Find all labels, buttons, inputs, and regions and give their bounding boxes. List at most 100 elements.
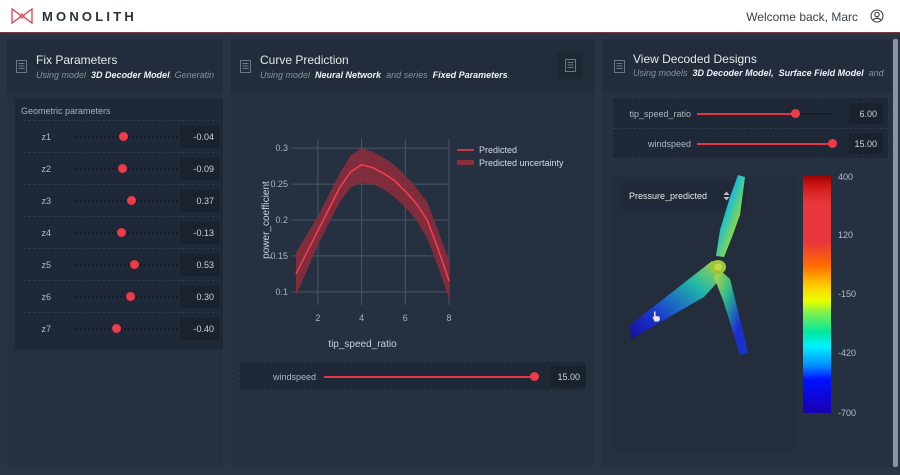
colorbar-tick: -700 (838, 408, 857, 418)
document-icon[interactable] (614, 60, 625, 73)
power-curve-chart[interactable]: 2 4 6 8 0.1 0.15 0.2 0.25 0.3 Predicted Predicted … (231, 129, 595, 369)
param-value[interactable]: 0.53 (180, 254, 220, 276)
slider-track-filled[interactable] (697, 113, 797, 115)
predicted-line[interactable] (295, 163, 450, 282)
param-row-z5: z5 0.53 (23, 248, 220, 280)
x-tick-label: 6 (403, 313, 408, 323)
brand-name: MONOLITH (42, 8, 137, 24)
y-tick-label: 0.25 (270, 179, 288, 189)
param-value[interactable]: -0.09 (180, 158, 220, 180)
param-row-z6: z6 0.30 (23, 280, 220, 312)
wind-turbine-render[interactable] (612, 175, 794, 451)
windspeed-slider-row: windspeed 15.00 (239, 361, 587, 391)
top-bar: MONOLITH Welcome back, Marc (0, 0, 900, 33)
param-label: z3 (41, 196, 51, 206)
panel-subtitle: Using model 3D Decoder Model. Generatin (36, 70, 223, 80)
slider-track[interactable] (697, 143, 833, 145)
view-decoded-designs-panel: View Decoded Designs Using models 3D Dec… (602, 39, 892, 467)
param-row-z3: z3 0.37 (23, 184, 220, 216)
slider-track[interactable] (73, 296, 178, 298)
brand-logo[interactable]: MONOLITH (11, 8, 137, 24)
model-name: 3D Decoder Model (91, 70, 170, 80)
slider-handle[interactable] (530, 372, 539, 381)
panel-title: Fix Parameters (36, 53, 118, 67)
field-select-value: Pressure_predicted (629, 191, 708, 201)
slider-handle[interactable] (119, 132, 129, 141)
slider-label: windspeed (272, 372, 316, 382)
slider-track-empty[interactable] (797, 113, 832, 115)
document-icon[interactable] (16, 60, 27, 73)
panel-header: View Decoded Designs Using models 3D Dec… (602, 39, 892, 91)
document-icon[interactable] (240, 60, 251, 73)
export-button[interactable] (557, 51, 583, 79)
x-tick-label: 2 (315, 313, 320, 323)
panel-title: Curve Prediction (260, 53, 349, 67)
param-row-z4: z4 -0.13 (23, 216, 220, 248)
uncertainty-band[interactable] (296, 148, 449, 299)
sort-updown-icon (723, 191, 730, 201)
param-value[interactable]: 0.30 (180, 286, 220, 308)
windspeed-slider-row: windspeed 15.00 (613, 129, 888, 160)
colorbar-tick: 120 (838, 230, 854, 240)
slider-track[interactable] (324, 376, 534, 378)
design-sliders-group: tip_speed_ratio 6.00 windspeed 15.00 (612, 97, 889, 159)
model-name: 3D Decoder Model, (692, 68, 774, 78)
param-row-z1: z1 -0.04 (23, 120, 220, 152)
slider-handle[interactable] (828, 139, 837, 148)
legend-label[interactable]: Predicted (479, 145, 517, 155)
colorbar-tick: 400 (838, 172, 854, 182)
monolith-logo-icon (11, 8, 33, 24)
param-label: z2 (41, 164, 51, 174)
param-label: z6 (41, 292, 51, 302)
curve-prediction-panel: Curve Prediction Using model Neural Netw… (231, 39, 595, 467)
y-tick-label: 0.1 (275, 287, 288, 297)
slider-value[interactable]: 15.00 (550, 366, 586, 387)
subtitle-text: . Generatin (169, 70, 215, 80)
welcome-text: Welcome back, Marc (746, 10, 858, 24)
slider-handle[interactable] (118, 164, 128, 173)
group-title: Geometric parameters (21, 106, 111, 116)
param-value[interactable]: -0.13 (180, 222, 220, 244)
slider-handle[interactable] (112, 324, 122, 333)
y-tick-label: 0.15 (270, 251, 288, 261)
y-tick-label: 0.2 (275, 215, 288, 225)
param-value[interactable]: -0.40 (180, 318, 220, 340)
param-label: z4 (41, 228, 51, 238)
user-circle-icon[interactable] (870, 9, 884, 23)
3d-viewer[interactable]: Pressure_predicted (612, 175, 794, 451)
subtitle-text: Using model (260, 70, 311, 80)
slider-handle[interactable] (126, 196, 136, 205)
panel-header: Fix Parameters Using model 3D Decoder Mo… (7, 39, 223, 91)
slider-value[interactable]: 6.00 (849, 103, 883, 124)
slider-track[interactable] (73, 264, 178, 266)
slider-handle[interactable] (125, 292, 135, 301)
vertical-scrollbar[interactable] (893, 39, 898, 467)
slider-track[interactable] (73, 200, 178, 202)
x-axis-label: tip_speed_ratio (328, 339, 397, 350)
fix-parameters-panel: Fix Parameters Using model 3D Decoder Mo… (7, 39, 223, 467)
slider-handle[interactable] (117, 228, 127, 237)
legend-swatch-uncertainty (457, 160, 474, 165)
field-select[interactable]: Pressure_predicted (620, 181, 746, 211)
panel-title: View Decoded Designs (633, 52, 757, 66)
param-value[interactable]: -0.04 (180, 126, 220, 148)
x-tick-label: 4 (359, 313, 364, 323)
colorbar-tick: -150 (838, 289, 857, 299)
slider-label: windspeed (647, 139, 691, 149)
param-label: z7 (41, 324, 51, 334)
colorbar-tick: -420 (838, 348, 857, 358)
param-value[interactable]: 0.37 (180, 190, 220, 212)
pressure-colorbar (803, 175, 831, 413)
y-tick-label: 0.3 (275, 143, 288, 153)
legend-label[interactable]: Predicted uncertainty (479, 158, 564, 168)
model-name: Neural Network (315, 70, 382, 80)
chart-canvas[interactable]: 2 4 6 8 0.1 0.15 0.2 0.25 0.3 Predicted Predicted … (231, 129, 595, 369)
param-label: z5 (41, 260, 51, 270)
cursor-hand-icon (652, 311, 660, 322)
panel-subtitle: Using models 3D Decoder Model, Surface F… (633, 68, 892, 78)
slider-handle[interactable] (791, 109, 800, 118)
subtitle-text: Using model (36, 70, 87, 80)
slider-handle[interactable] (129, 260, 139, 269)
slider-value[interactable]: 15.00 (849, 133, 883, 154)
slider-track[interactable] (73, 328, 178, 330)
